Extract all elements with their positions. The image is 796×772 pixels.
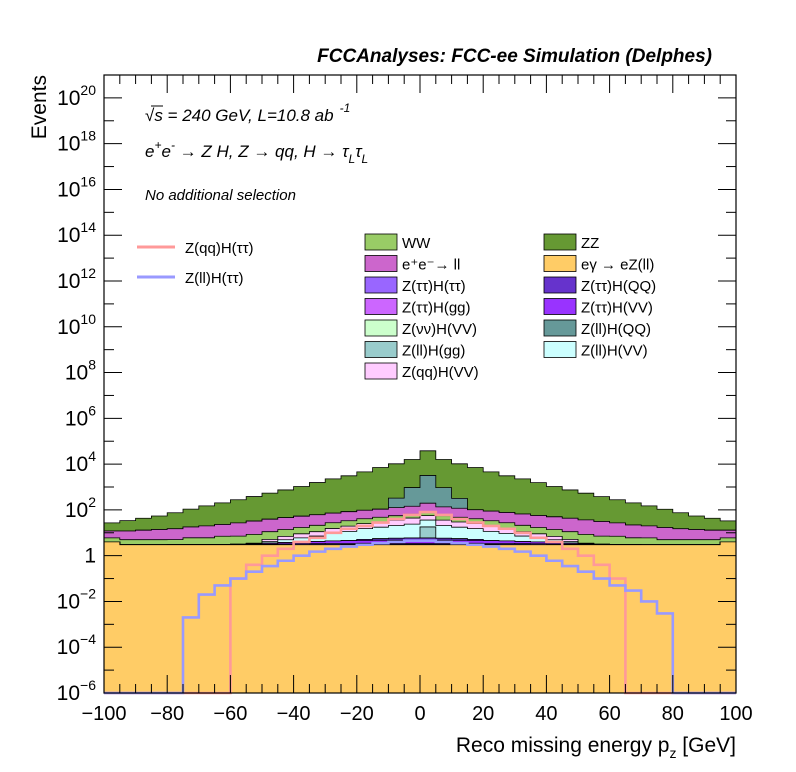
- annotation-energy-sup: -1: [340, 101, 351, 115]
- legend-label: Z(ll)H(VV): [581, 343, 648, 360]
- legend-label: Z(ττ)H(QQ): [581, 278, 656, 295]
- legend-label: Z(ττ)H(VV): [581, 300, 653, 317]
- y-tick-label: 106: [65, 402, 96, 430]
- x-tick-label: −60: [213, 703, 247, 725]
- y-tick-label: 108: [65, 357, 96, 385]
- legend-label: Z(qq)H(ττ): [185, 240, 254, 257]
- chart-title: FCCAnalyses: FCC-ee Simulation (Delphes): [317, 46, 712, 67]
- y-tick-label: 10−2: [57, 585, 97, 613]
- plot-area: −100 −80 −60 −40 −20 0 20 40 60 80 100 10−610−410−…: [57, 74, 753, 725]
- legend-label: Z(ll)H(ττ): [185, 270, 244, 287]
- legend-swatch: [543, 255, 577, 272]
- y-tick-label: 102: [65, 494, 96, 522]
- legend-label: eγ → eZ(ll): [581, 257, 654, 274]
- x-tick-label: 20: [472, 703, 494, 725]
- y-tick-label: 1014: [57, 219, 96, 247]
- annotation-energy: √s = 240 GeV, L=10.8 ab -1: [145, 101, 350, 125]
- y-tick-label: 104: [65, 448, 96, 476]
- annotation-energy-text: √s = 240 GeV, L=10.8 ab: [145, 106, 334, 125]
- stack-e-e-ll: [103, 541, 737, 694]
- x-tick-label: −20: [340, 703, 374, 725]
- legend: Z(qq)H(ττ) Z(ll)H(ττ) WW e⁺e⁻→ ll Z(ττ)H(ττ)…: [137, 233, 656, 381]
- legend-swatch: [364, 233, 398, 251]
- y-tick-label: 1018: [57, 128, 96, 156]
- y-axis-label: Events: [28, 75, 51, 139]
- legend-label: ZZ: [581, 235, 599, 252]
- legend-label: Z(ll)H(QQ): [581, 321, 651, 338]
- x-tick-label: 100: [719, 703, 752, 725]
- legend-swatch: [364, 298, 398, 315]
- annotation-process: e+e- → Z H, Z → qq, H → τLτL: [145, 138, 368, 166]
- x-axis: −100 −80 −60 −40 −20 0 20 40 60 80 100: [81, 75, 753, 725]
- legend-label: Z(qq)H(VV): [402, 364, 479, 381]
- y-tick-label: 10−4: [57, 631, 97, 659]
- legend-swatch: [364, 319, 398, 337]
- legend-swatch: [543, 319, 577, 337]
- x-axis-label: Reco missing energy pz [GeV]: [456, 734, 736, 761]
- overlay-layer: [104, 510, 736, 695]
- x-tick-label: −80: [150, 703, 184, 725]
- legend-swatch: [543, 341, 577, 358]
- legend-swatch: [543, 233, 577, 251]
- legend-swatch: [543, 276, 577, 294]
- legend-label: WW: [402, 235, 431, 252]
- x-tick-label: 0: [414, 703, 425, 725]
- y-tick-label: 1012: [57, 265, 96, 293]
- x-tick-label: 40: [535, 703, 557, 725]
- y-tick-label: 1010: [57, 311, 96, 339]
- x-tick-label: 60: [598, 703, 620, 725]
- annotation-selection: No additional selection: [145, 187, 296, 204]
- stack-layer: [103, 450, 737, 694]
- legend-label: Z(ll)H(gg): [402, 343, 465, 360]
- overlay-z-qq-h: [104, 510, 736, 695]
- legend-swatch: [364, 276, 398, 294]
- y-tick-label: 1020: [57, 82, 96, 110]
- legend-swatch: [364, 255, 398, 272]
- legend-label: Z(νν)H(VV): [402, 321, 477, 338]
- legend-swatch: [364, 362, 398, 380]
- x-tick-label: −100: [81, 703, 126, 725]
- legend-swatch: [364, 341, 398, 358]
- overlay-z-ll-h: [104, 539, 736, 695]
- y-tick-label: 1016: [57, 173, 96, 201]
- y-tick-label: 1: [84, 545, 96, 568]
- legend-label: Z(ττ)H(ττ): [402, 278, 466, 295]
- x-tick-label: 80: [662, 703, 684, 725]
- legend-label: Z(ττ)H(gg): [402, 300, 471, 317]
- legend-label: e⁺e⁻→ ll: [402, 257, 460, 274]
- legend-swatch: [543, 298, 577, 315]
- y-tick-label: 10−6: [57, 677, 97, 705]
- y-axis: 10−6 10−4 10−2 1 102 104 106 108 1010 1012 1014 101…: [57, 74, 736, 705]
- annotations: √s = 240 GeV, L=10.8 ab -1 e+e- → Z H, Z …: [145, 101, 368, 204]
- x-tick-label: −40: [277, 703, 311, 725]
